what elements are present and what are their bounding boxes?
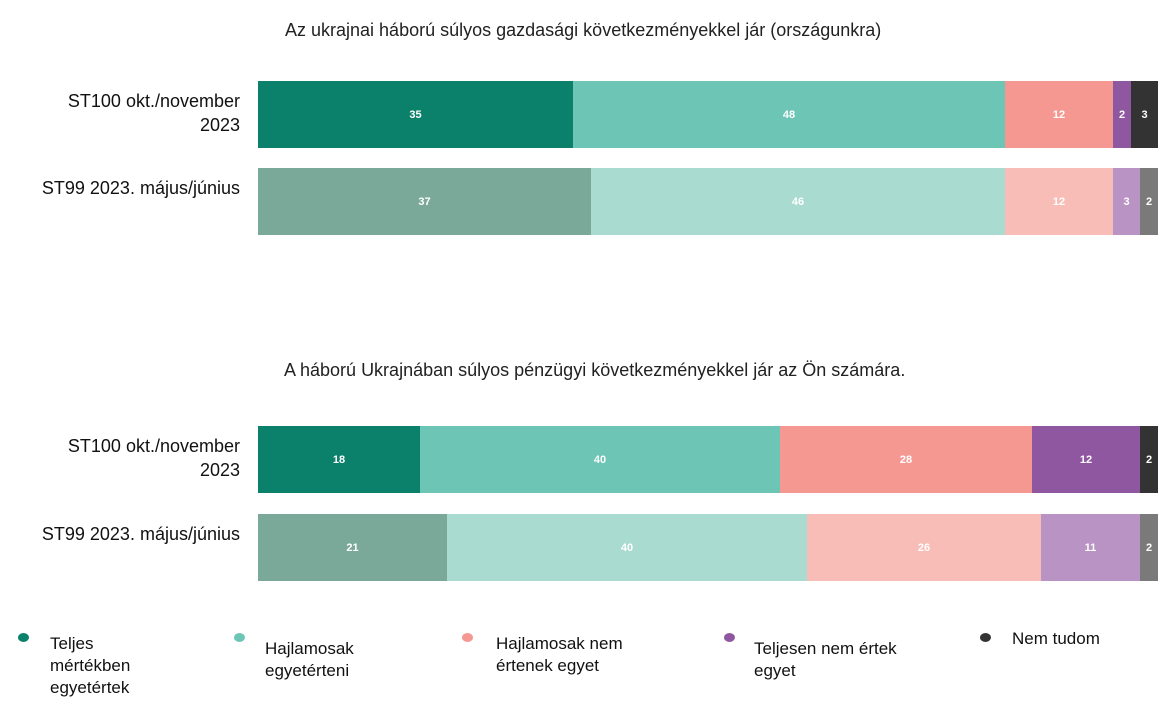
legend-label: Teljes mértékben egyetértek bbox=[50, 634, 131, 697]
bar-segment: 21 bbox=[258, 514, 447, 581]
legend-marker bbox=[980, 633, 991, 642]
legend-label: Hajlamosak nem értenek egyet bbox=[496, 634, 623, 675]
category-label: ST100 okt./november 2023 bbox=[67, 91, 240, 135]
chart-title: A háború Ukrajnában súlyos pénzügyi köve… bbox=[284, 360, 906, 380]
data-label: 3 bbox=[1141, 108, 1148, 121]
bar-segment: 2 bbox=[1113, 81, 1131, 148]
bar-segment: 28 bbox=[780, 426, 1032, 493]
bar-segment: 3 bbox=[1131, 81, 1158, 148]
data-label: 28 bbox=[899, 453, 913, 466]
bar-segment: 26 bbox=[807, 514, 1041, 581]
bar-segment: 48 bbox=[573, 81, 1005, 148]
data-label: 35 bbox=[409, 108, 422, 121]
category-label: ST99 2023. május/június bbox=[41, 524, 240, 544]
legend-label: Teljesen nem értek egyet bbox=[754, 639, 897, 680]
data-label: 11 bbox=[1084, 541, 1097, 554]
data-label: 2 bbox=[1145, 195, 1153, 208]
data-label: 21 bbox=[346, 541, 359, 554]
bar-segment: 40 bbox=[447, 514, 807, 581]
legend-marker bbox=[234, 633, 245, 642]
data-label: 40 bbox=[620, 541, 634, 554]
data-label: 46 bbox=[791, 195, 805, 208]
bar-segment: 2 bbox=[1140, 514, 1158, 581]
data-label: 2 bbox=[1145, 453, 1153, 466]
bar-segment: 12 bbox=[1032, 426, 1140, 493]
data-label: 48 bbox=[782, 108, 796, 121]
legend-marker bbox=[462, 633, 473, 642]
bar-segment: 46 bbox=[591, 168, 1005, 235]
category-label: ST99 2023. május/június bbox=[41, 178, 240, 198]
legend-label: Nem tudom bbox=[1012, 629, 1100, 648]
bar-segment: 11 bbox=[1041, 514, 1140, 581]
legend-marker bbox=[18, 633, 29, 642]
bar-segment: 18 bbox=[258, 426, 420, 493]
legend-label: Hajlamosak egyetérteni bbox=[265, 639, 354, 680]
data-label: 18 bbox=[332, 453, 346, 466]
data-label: 12 bbox=[1079, 453, 1093, 466]
bar-segment: 2 bbox=[1140, 168, 1158, 235]
legend-marker bbox=[724, 633, 735, 642]
bar-segment: 12 bbox=[1005, 168, 1113, 235]
data-label: 3 bbox=[1123, 195, 1130, 208]
data-label: 2 bbox=[1118, 108, 1126, 121]
data-label: 40 bbox=[593, 453, 607, 466]
chart-title: Az ukrajnai háború súlyos gazdasági köve… bbox=[285, 20, 882, 40]
data-label: 26 bbox=[917, 541, 931, 554]
category-label: ST100 okt./november 2023 bbox=[67, 436, 240, 480]
bar-segment: 2 bbox=[1140, 426, 1158, 493]
data-label: 37 bbox=[418, 195, 431, 208]
bar-segment: 35 bbox=[258, 81, 573, 148]
data-label: 12 bbox=[1052, 108, 1066, 121]
data-label: 2 bbox=[1145, 541, 1153, 554]
bar-segment: 3 bbox=[1113, 168, 1140, 235]
bar-segment: 37 bbox=[258, 168, 591, 235]
bar-segment: 12 bbox=[1005, 81, 1113, 148]
data-label: 12 bbox=[1052, 195, 1066, 208]
bar-segment: 40 bbox=[420, 426, 780, 493]
